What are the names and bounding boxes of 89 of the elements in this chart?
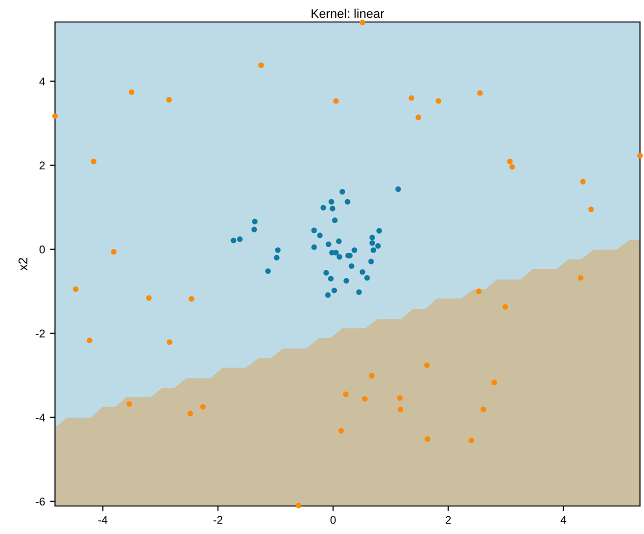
point xyxy=(476,288,482,294)
point xyxy=(492,380,498,386)
point xyxy=(637,152,643,158)
point xyxy=(317,232,323,238)
point xyxy=(368,258,374,264)
point xyxy=(436,98,442,104)
point xyxy=(72,286,79,292)
point xyxy=(323,270,329,276)
chart-title: Kernel: linear xyxy=(312,8,384,18)
point xyxy=(237,236,243,242)
point xyxy=(424,362,430,368)
point xyxy=(398,406,404,412)
point xyxy=(330,206,336,212)
point xyxy=(188,410,194,416)
point xyxy=(251,226,257,232)
point xyxy=(369,234,376,240)
point xyxy=(166,339,172,345)
point xyxy=(578,275,584,281)
y-axis-title: x2 xyxy=(18,258,28,270)
point xyxy=(352,247,358,253)
y-tick-label: 0 xyxy=(40,246,45,254)
x-tick-label: -2 xyxy=(214,516,222,524)
x-tick-label: 0 xyxy=(330,516,336,524)
point xyxy=(166,96,172,103)
point xyxy=(348,263,354,269)
point xyxy=(320,204,326,210)
point xyxy=(368,372,374,379)
point xyxy=(265,268,271,274)
point xyxy=(52,113,58,119)
point xyxy=(311,228,317,234)
point xyxy=(342,391,349,398)
point xyxy=(360,269,366,275)
point xyxy=(126,401,132,407)
y-tick-label: -6 xyxy=(36,498,45,506)
y-tick-label: -4 xyxy=(36,414,45,422)
point xyxy=(328,276,334,282)
point xyxy=(588,206,594,212)
point xyxy=(110,249,117,255)
point xyxy=(200,404,206,410)
point xyxy=(364,275,370,281)
point xyxy=(90,158,96,164)
point xyxy=(580,178,586,184)
y-tick-label: 2 xyxy=(40,162,45,170)
point xyxy=(477,90,483,96)
point xyxy=(146,295,152,301)
point xyxy=(502,304,508,310)
point xyxy=(507,158,513,164)
point xyxy=(509,164,515,170)
point xyxy=(370,247,376,253)
point xyxy=(326,241,332,248)
point xyxy=(362,396,368,402)
point xyxy=(325,292,331,298)
point xyxy=(311,244,317,250)
x-tick-label: 2 xyxy=(446,516,451,524)
point xyxy=(128,89,134,95)
point xyxy=(274,254,280,260)
point xyxy=(296,502,302,508)
point xyxy=(408,95,414,101)
point xyxy=(275,247,281,253)
y-tick-label: 4 xyxy=(39,78,45,86)
x-tick-label: 4 xyxy=(560,516,566,524)
point xyxy=(333,98,339,104)
point xyxy=(356,289,362,295)
point xyxy=(395,186,401,192)
point xyxy=(230,238,236,244)
point xyxy=(375,243,381,249)
point xyxy=(480,406,486,412)
point xyxy=(340,188,346,195)
point xyxy=(344,278,350,284)
point xyxy=(397,395,403,401)
point xyxy=(360,20,366,26)
point xyxy=(336,238,342,244)
y-tick-label: -2 xyxy=(36,330,45,338)
point xyxy=(336,254,342,260)
point xyxy=(338,428,344,434)
x-tick-label: -4 xyxy=(98,516,108,524)
point xyxy=(86,338,92,344)
point xyxy=(332,218,338,224)
point xyxy=(468,438,474,444)
point xyxy=(328,199,334,205)
point xyxy=(416,114,422,120)
point xyxy=(258,62,264,68)
point xyxy=(252,218,258,224)
point xyxy=(376,228,382,234)
point xyxy=(188,296,194,302)
point xyxy=(369,240,376,246)
point xyxy=(344,199,350,205)
point xyxy=(331,288,338,294)
point xyxy=(424,436,430,442)
